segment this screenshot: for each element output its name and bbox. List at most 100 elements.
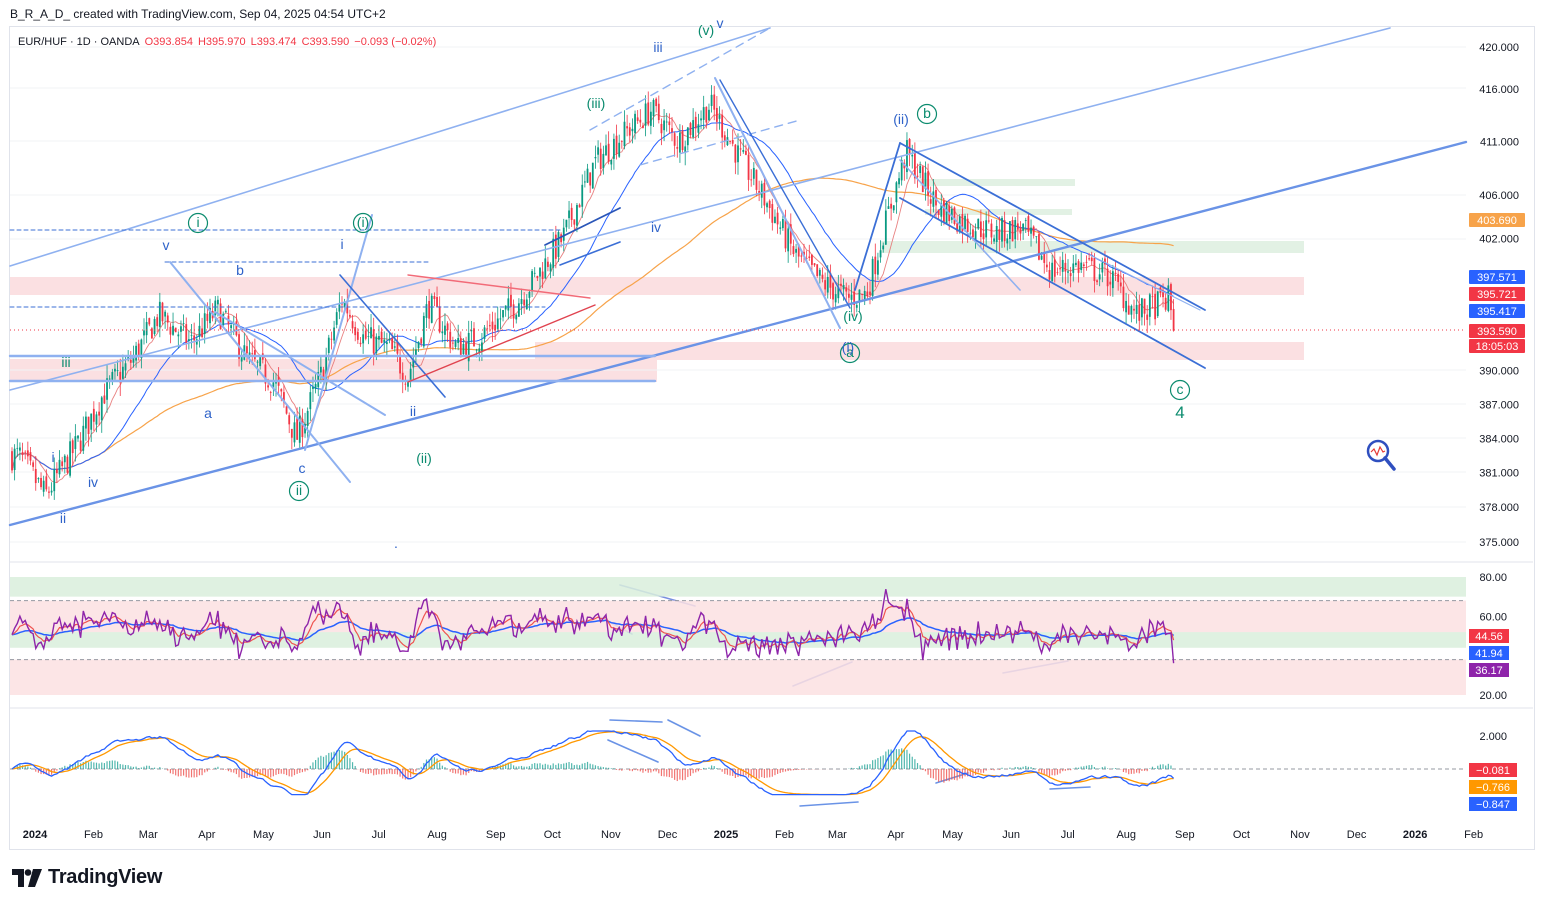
candle-body (1048, 270, 1051, 280)
candle-body (467, 332, 470, 362)
time-tick-label: Jul (372, 829, 386, 841)
candle-body (351, 321, 354, 329)
candle-body (343, 301, 346, 308)
candle-body (465, 342, 467, 357)
candle-body (417, 341, 420, 349)
wave-label: (i) (842, 339, 854, 355)
candle-body (48, 491, 50, 493)
candle-body (309, 392, 312, 410)
candle-body (710, 94, 713, 106)
rsi-badge-bg (1469, 629, 1509, 643)
candle-body (58, 459, 61, 475)
candle-body (145, 322, 148, 336)
candle-body (92, 408, 95, 422)
candle-body (137, 343, 140, 358)
candle-body (877, 260, 879, 275)
price-zone (10, 277, 1304, 295)
candle-body (55, 469, 58, 474)
candle-body (1016, 223, 1019, 230)
legend-item: C393.590 (302, 36, 350, 48)
candle-body (409, 368, 412, 380)
candle-body (673, 133, 676, 146)
candle-body (172, 325, 174, 335)
candle-body (869, 291, 871, 295)
candle-body (161, 302, 164, 322)
correction-line-2 (214, 311, 386, 416)
candle-body (79, 440, 82, 451)
candle-body (1119, 282, 1122, 287)
candle-body (689, 123, 692, 136)
time-tick-label: Mar (139, 829, 158, 841)
candle-body (425, 304, 428, 318)
candle-body (280, 389, 283, 392)
candle-body (473, 328, 475, 347)
candle-body (792, 246, 795, 255)
candle-body (119, 371, 122, 383)
candle-body (845, 287, 848, 292)
candle-body (847, 293, 850, 298)
candle-body (1045, 264, 1048, 268)
candle-body (1011, 220, 1014, 242)
candle-body (808, 256, 811, 258)
candle-body (1127, 305, 1130, 315)
candle-body (269, 392, 272, 393)
candle-body (890, 203, 893, 209)
candle-body (1101, 262, 1104, 273)
price-badge: 397.571 (1469, 270, 1525, 284)
candle-body (1053, 259, 1056, 277)
wave-label: (v) (698, 22, 714, 38)
macd-badge: −0.081 (1469, 763, 1517, 777)
price-badge: 393.590 (1469, 324, 1525, 338)
candle-body (285, 406, 288, 414)
candle-body (657, 103, 660, 121)
candle-body (990, 223, 993, 238)
candle-body (1077, 261, 1080, 273)
candle-body (916, 175, 919, 177)
candle-body (230, 325, 233, 329)
price-badge-bg (1469, 270, 1525, 284)
candle-body (533, 272, 536, 274)
candle-body (800, 255, 803, 257)
candle-body (195, 339, 198, 345)
candle-body (929, 199, 932, 204)
wave-circle (839, 342, 861, 364)
candle-body (935, 190, 937, 206)
candle-body (686, 127, 689, 146)
candle-body (1090, 257, 1093, 262)
candle-body (911, 155, 914, 157)
candle-body (1009, 221, 1011, 240)
candle-body (356, 331, 359, 340)
breakout-line (544, 207, 621, 246)
price-badge: 395.721 (1469, 287, 1525, 301)
candle-body (1133, 308, 1135, 311)
rsi-badge: 41.94 (1469, 646, 1509, 660)
candle-body (705, 106, 708, 123)
candle-body (449, 331, 452, 348)
wave-label: i (340, 236, 343, 252)
candle-body (660, 123, 663, 134)
candle-body (166, 315, 169, 323)
candle-body (483, 327, 486, 339)
candle-body (634, 113, 636, 134)
candle-body (784, 219, 787, 249)
candle-body (399, 356, 401, 374)
candle-body (840, 283, 842, 286)
tradingview-logo[interactable]: TradingView (12, 866, 162, 889)
time-tick-label: Feb (775, 829, 794, 841)
candle-body (206, 313, 209, 321)
macd-badge: −0.847 (1469, 797, 1517, 811)
candle-body (850, 294, 853, 300)
candle-body (338, 304, 341, 312)
candle-body (370, 327, 372, 339)
candle-body (887, 206, 890, 209)
candle-body (708, 109, 710, 121)
candle-body (1114, 272, 1117, 274)
rsi-tick-label: 20.00 (1479, 690, 1507, 702)
candle-body (404, 383, 407, 385)
candle-body (1003, 220, 1006, 242)
candle-body (182, 323, 185, 324)
candle-body (763, 182, 766, 206)
magnifier-handle (1383, 456, 1396, 471)
candle-body (985, 220, 988, 238)
